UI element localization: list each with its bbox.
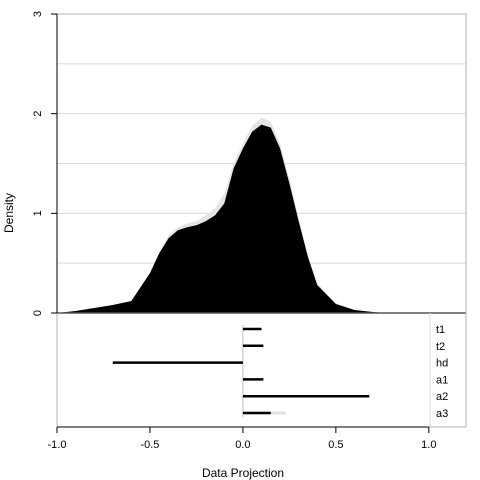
y-axis-label: Density <box>2 193 16 233</box>
y-tick-label: 3 <box>32 11 44 17</box>
density-area-dark <box>57 124 385 313</box>
y-tick-label: 2 <box>32 111 44 117</box>
x-tick-label: 1.0 <box>421 439 436 451</box>
coefficient-label-hd: hd <box>436 358 448 370</box>
x-axis-label: Data Projection <box>202 466 284 480</box>
x-tick-label: 0.0 <box>235 439 250 451</box>
x-tick-label: -1.0 <box>48 439 67 451</box>
coefficient-label-a1: a1 <box>436 374 448 386</box>
axes: 0 1 2 3 -1.0 -0.5 0.0 0.5 1.0 <box>32 11 436 451</box>
y-tick-label: 0 <box>32 310 44 316</box>
coefficient-label-t1: t1 <box>436 324 445 336</box>
coefficient-bars: t1 t2 hd a1 a2 a3 <box>112 313 448 427</box>
y-tick-label: 1 <box>32 210 44 216</box>
coefficient-label-a2: a2 <box>436 391 448 403</box>
density-areas <box>57 117 466 314</box>
x-tick-label: 0.5 <box>328 439 343 451</box>
coefficient-label-a3: a3 <box>436 408 448 420</box>
x-tick-label: -0.5 <box>140 439 159 451</box>
coefficient-label-t2: t2 <box>436 341 445 353</box>
